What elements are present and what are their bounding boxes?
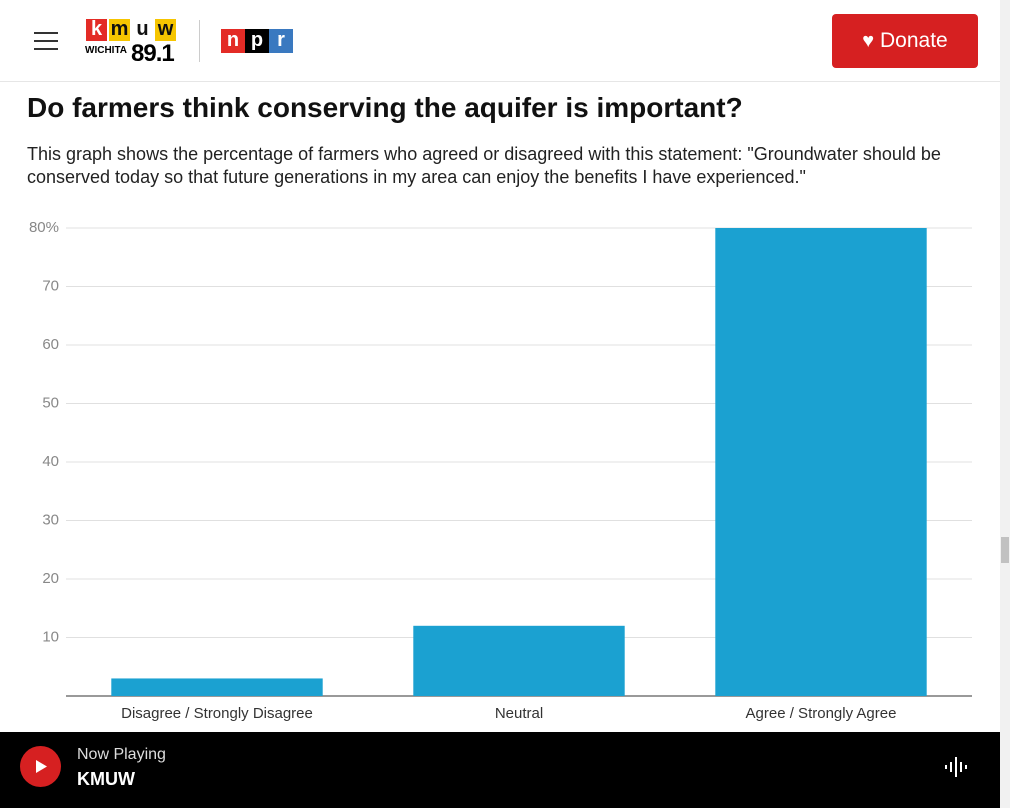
bar: [111, 678, 323, 696]
logo-frequency: 89.1: [131, 40, 175, 67]
npr-letter: p: [245, 29, 269, 53]
donate-label: Donate: [880, 29, 948, 52]
site-header: k m u w WICHITA 89.1 n p r ♥ Donate: [0, 0, 1000, 82]
logo-letter: m: [109, 18, 130, 41]
player-bar: Now Playing KMUW: [0, 732, 1000, 808]
play-button[interactable]: [20, 746, 61, 787]
player-status: Now Playing: [77, 746, 166, 763]
logo-city: WICHITA: [85, 45, 128, 56]
menu-button[interactable]: [30, 28, 62, 54]
y-tick-label: 40: [42, 453, 59, 470]
player-station: KMUW: [77, 769, 135, 789]
x-tick-label: Disagree / Strongly Disagree: [121, 705, 313, 722]
donate-button[interactable]: ♥ Donate: [832, 14, 978, 68]
logo-letter: u: [132, 19, 153, 41]
x-tick-label: Neutral: [495, 705, 543, 722]
npr-letter: r: [269, 29, 293, 53]
y-tick-label: 70: [42, 277, 59, 294]
y-tick-label: 30: [42, 511, 59, 528]
bar: [715, 228, 927, 696]
x-tick-label: Agree / Strongly Agree: [746, 705, 897, 722]
chart-title: Do farmers think conserving the aquifer …: [27, 92, 743, 123]
y-tick-label: 80%: [29, 219, 59, 236]
logo-letter: w: [155, 19, 176, 41]
chart: 10 20 30 40 50 60 70 80% Disagree / Strongly Dis…: [29, 219, 972, 722]
scrollbar[interactable]: [1000, 0, 1010, 808]
logo-letter: k: [86, 19, 107, 41]
y-tick-label: 10: [42, 628, 59, 645]
y-tick-label: 20: [42, 570, 59, 587]
chart-subtitle: This graph shows the percentage of farme…: [27, 144, 941, 187]
npr-letter: n: [221, 29, 245, 53]
y-tick-label: 50: [42, 394, 59, 411]
bar: [413, 625, 625, 696]
audio-icon[interactable]: [944, 756, 970, 778]
y-tick-label: 60: [42, 336, 59, 353]
